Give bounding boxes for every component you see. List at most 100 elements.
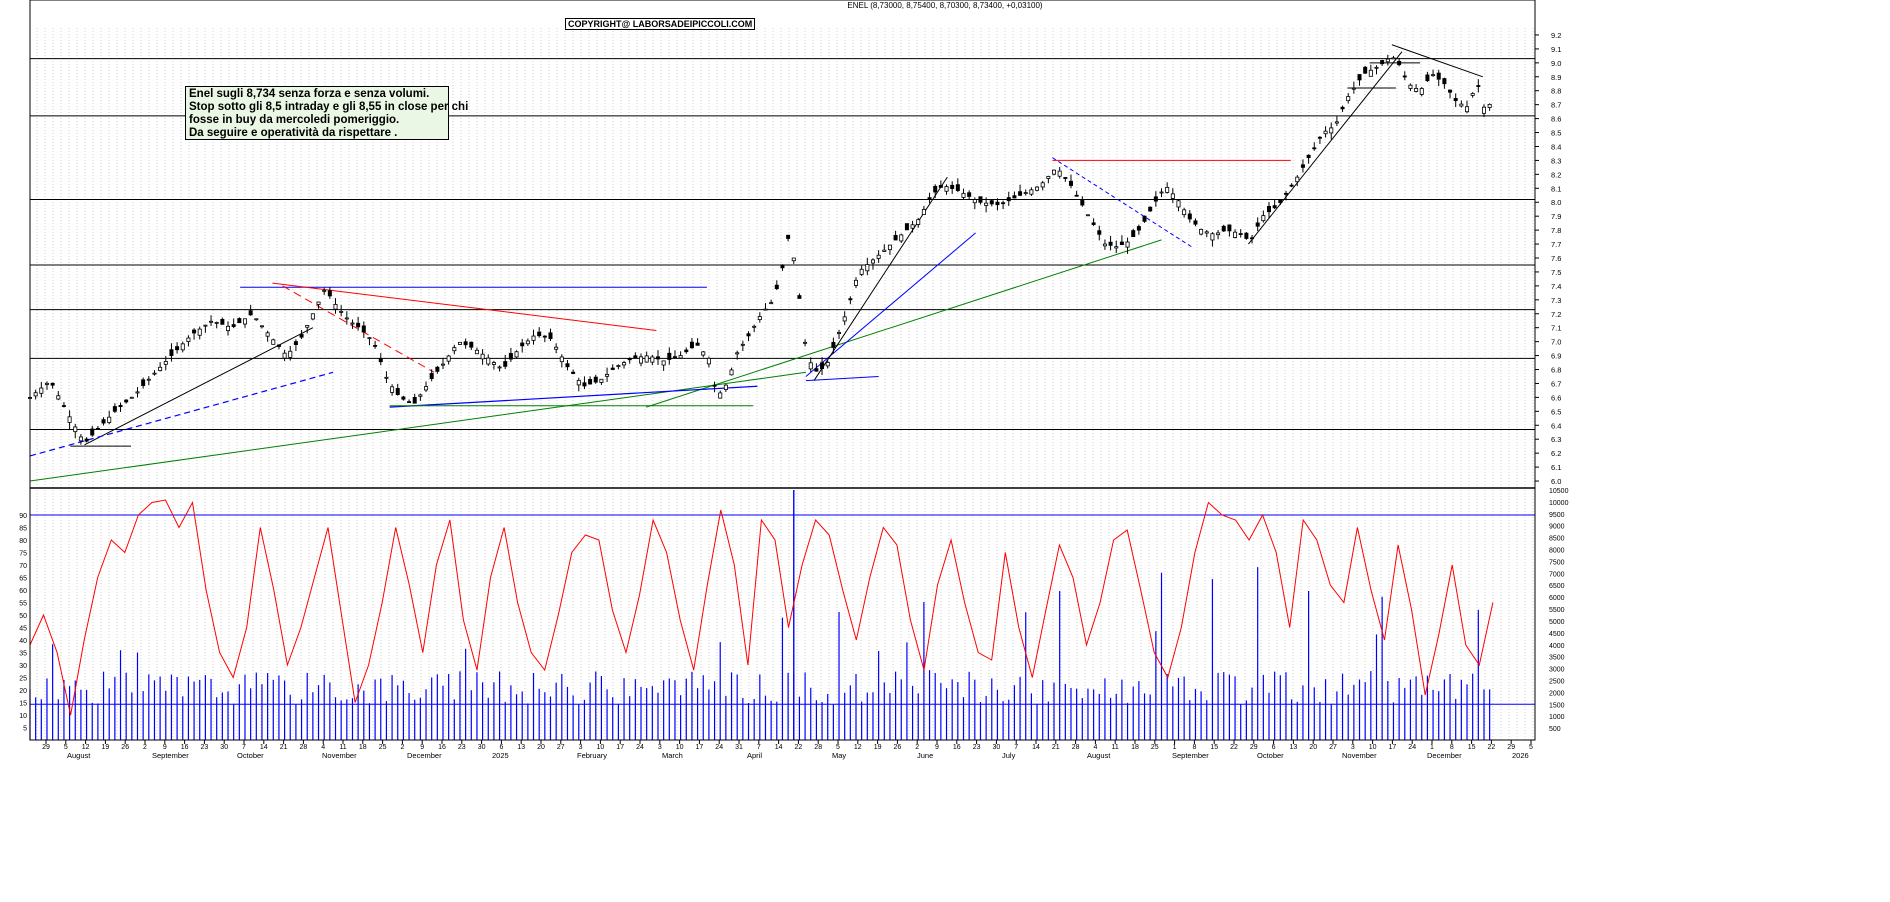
volume-tick-label: 5000: [1549, 619, 1565, 626]
x-day-label: 12: [82, 744, 90, 751]
x-month-label: December: [407, 751, 442, 760]
candle-body: [73, 426, 78, 433]
candle-body: [899, 234, 904, 242]
trend-line: [646, 239, 1162, 408]
x-day-label: 27: [557, 744, 565, 751]
candle-body: [854, 279, 859, 286]
candle-body: [1153, 196, 1158, 202]
candle-body: [1385, 58, 1390, 63]
candle-body: [1346, 96, 1351, 102]
candle-body: [1023, 192, 1028, 194]
candle-body: [701, 351, 706, 356]
osc-tick-label: 35: [19, 651, 27, 658]
osc-tick-label: 45: [19, 626, 27, 633]
candle-body: [1380, 60, 1385, 65]
candle-body: [390, 386, 395, 393]
candle-body: [1018, 191, 1023, 196]
x-day-label: 10: [597, 744, 605, 751]
candle-body: [661, 360, 666, 366]
volume-tick-label: 4500: [1549, 631, 1565, 638]
candle-body: [316, 301, 321, 305]
x-day-label: 12: [854, 744, 862, 751]
volume-tick-label: 500: [1549, 726, 1561, 733]
candle-body: [305, 325, 310, 328]
y-tick-label: 7.2: [1551, 310, 1561, 319]
candle-body: [1289, 184, 1294, 187]
candle-body: [1250, 237, 1255, 240]
x-day-label: 18: [1131, 744, 1139, 751]
trend-line: [1391, 44, 1483, 78]
x-day-label: 24: [715, 744, 723, 751]
candle-body: [1131, 230, 1136, 238]
candle-body: [757, 316, 762, 321]
copyright-label: COPYRIGHT@ LABORSADEIPICCOLI.COM: [565, 18, 756, 30]
x-day-label: 10: [1369, 744, 1377, 751]
x-day-label: 18: [359, 744, 367, 751]
candle-body: [1187, 213, 1192, 220]
x-day-label: 17: [616, 744, 624, 751]
candle-body: [814, 368, 819, 372]
candle-body: [350, 322, 355, 325]
x-day-label: 11: [339, 744, 346, 751]
y-tick-label: 7.3: [1551, 296, 1561, 305]
candle-body: [667, 352, 672, 360]
candle-body: [333, 303, 338, 310]
x-day-label: 22: [1488, 744, 1496, 751]
x-day-label: 6: [499, 744, 503, 751]
candle-body: [797, 295, 802, 299]
x-day-label: 1: [1173, 744, 1177, 751]
candle-body: [141, 379, 146, 386]
candle-body: [446, 355, 451, 362]
y-tick-label: 8.3: [1551, 156, 1561, 165]
candle-body: [299, 334, 304, 338]
candle-body: [1193, 220, 1198, 225]
candle-body: [242, 318, 247, 325]
candle-body: [593, 376, 598, 383]
trend-line: [29, 371, 334, 457]
candle-body: [1114, 246, 1119, 249]
candle-body: [1436, 72, 1441, 80]
candle-body: [61, 405, 66, 407]
candle-body: [786, 234, 791, 239]
x-day-label: 13: [1290, 744, 1298, 751]
candle-body: [995, 201, 1000, 206]
candle-body: [1351, 87, 1356, 90]
candle-body: [158, 366, 163, 371]
candle-body: [220, 318, 225, 325]
volume-tick-label: 8500: [1549, 536, 1565, 543]
x-day-label: 6: [1272, 744, 1276, 751]
x-day-label: 24: [1408, 744, 1416, 751]
candle-body: [1419, 88, 1424, 95]
trend-line: [84, 327, 314, 446]
candle-body: [1170, 193, 1175, 199]
y-tick-label: 9.2: [1551, 31, 1561, 40]
x-day-label: 25: [379, 744, 387, 751]
candle-body: [259, 325, 264, 328]
candle-body: [1125, 241, 1130, 248]
candle-body: [1057, 170, 1062, 177]
x-month-label: August: [67, 751, 91, 760]
candle-body: [237, 318, 242, 324]
candle-body: [288, 350, 293, 358]
x-day-label: 16: [181, 744, 189, 751]
x-day-label: 8: [1192, 744, 1196, 751]
candle-body: [605, 373, 610, 377]
x-day-label: 14: [775, 744, 783, 751]
candle-body: [175, 346, 180, 351]
x-day-label: 5: [1529, 744, 1533, 751]
y-tick-label: 6.7: [1551, 379, 1561, 388]
candle-body: [1323, 130, 1328, 135]
candle-body: [882, 249, 887, 252]
candle-body: [107, 416, 112, 423]
candle-body: [418, 394, 423, 397]
candle-body: [599, 378, 604, 383]
candle-body: [514, 351, 519, 358]
x-day-label: 25: [1151, 744, 1159, 751]
candle-body: [118, 404, 123, 408]
x-day-label: 20: [1309, 744, 1317, 751]
candle-body: [163, 361, 168, 365]
candle-body: [752, 325, 757, 328]
x-day-label: 10: [676, 744, 684, 751]
y-tick-label: 8.6: [1551, 115, 1561, 124]
